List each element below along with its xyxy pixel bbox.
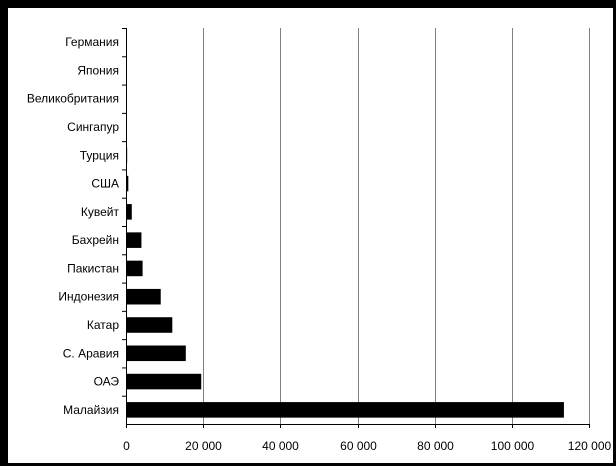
y-category-label: Сингапур: [67, 120, 119, 134]
bar-1: [126, 373, 202, 390]
y-category-label: Малайзия: [63, 403, 119, 417]
bar-2: [126, 345, 186, 362]
bar-6: [126, 232, 142, 248]
y-category-label: С. Аравия: [63, 346, 119, 360]
y-category-label: Япония: [77, 63, 119, 77]
x-tick-label: 60 000: [340, 439, 377, 453]
x-tick-label: 100 000: [491, 439, 535, 453]
y-category-label: Индонезия: [58, 290, 119, 304]
y-category-label: Германия: [65, 35, 119, 49]
y-category-label: Кувейт: [81, 205, 120, 219]
bar-4: [126, 288, 161, 305]
bar-5: [126, 260, 143, 277]
bar-8: [126, 175, 129, 192]
y-category-label: Пакистан: [67, 261, 119, 275]
x-tick-label: 80 000: [417, 439, 454, 453]
y-category-label: ОАЭ: [94, 375, 120, 389]
x-tick-label: 0: [123, 439, 130, 453]
x-tick-label: 20 000: [185, 439, 222, 453]
x-tick-label: 120 000: [568, 439, 612, 453]
bar-0: [126, 402, 564, 418]
y-category-label: Великобритания: [27, 92, 119, 106]
gridlines: [203, 28, 590, 424]
axes: [122, 28, 590, 428]
x-tick-label: 40 000: [262, 439, 299, 453]
y-category-label: Турция: [80, 148, 119, 162]
bar-3: [126, 317, 173, 333]
y-category-label: США: [91, 177, 119, 191]
y-category-label: Катар: [87, 318, 119, 332]
y-category-label: Бахрейн: [72, 233, 119, 247]
bar-7: [126, 204, 132, 220]
bars: [126, 34, 564, 418]
tick-labels: 0 20 000 40 000 60 000 80 000 100 000 120 000 М…: [27, 35, 612, 453]
